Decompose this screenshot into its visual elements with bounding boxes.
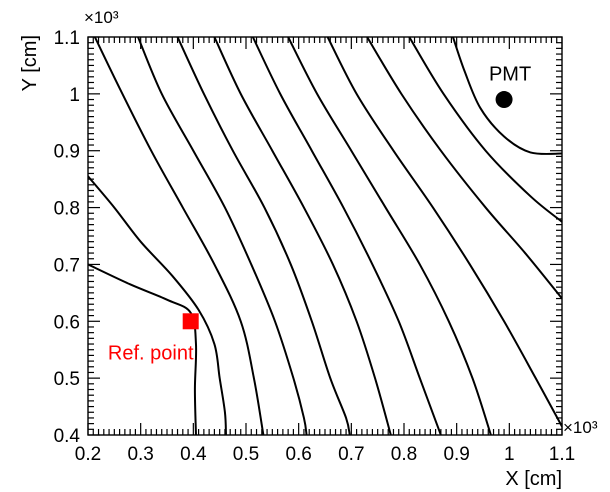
contour-line-9 [326,37,562,427]
x-tick-label: 0.4 [180,444,207,465]
x-tick-label: 0.6 [285,444,311,465]
contour-line-5 [176,37,351,435]
contour-lines [88,37,562,435]
contour-line-4 [137,37,308,435]
y-tick-label: 0.5 [54,369,80,390]
contour-line-3 [93,37,265,435]
y-axis-ticks: 0.4 0.5 0.6 0.7 0.8 0.9 1 1.1 [54,28,562,447]
contour-line-2 [88,175,227,435]
x-axis-exponent: ×10³ [563,418,598,437]
pmt-marker [495,91,513,109]
x-tick-label: 1 [504,444,515,465]
x-tick-label: 0.2 [75,444,101,465]
y-tick-label: 0.4 [54,426,81,447]
x-tick-label: 0.7 [338,444,364,465]
axis-labels: X [cm] Y [cm] ×10³ ×10³ [19,8,598,490]
x-axis-ticks: 0.2 0.3 0.4 0.5 0.6 0.7 0.8 0.9 1 1.1 [75,37,575,465]
contour-line-8 [287,37,492,435]
x-tick-label: 0.5 [233,444,259,465]
contour-line-12 [452,37,562,155]
y-axis-label: Y [cm] [19,35,41,91]
x-tick-label: 0.9 [443,444,469,465]
y-tick-label: 0.6 [54,312,80,333]
contour-line-11 [408,37,562,223]
contour-line-1 [88,263,198,435]
x-tick-label: 0.3 [127,444,153,465]
ref-point-label: Ref. point [108,342,194,364]
contour-line-6 [213,37,392,435]
pmt-label: PMT [489,64,531,86]
y-tick-label: 0.8 [54,199,80,220]
ref-point-marker [182,313,199,330]
y-tick-label: 1 [69,85,80,106]
y-tick-label: 1.1 [54,28,80,49]
y-tick-label: 0.7 [54,255,80,276]
plot-frame [87,36,563,436]
contour-line-10 [366,37,562,300]
y-axis-exponent: ×10³ [84,8,119,27]
x-tick-label: 0.8 [391,444,417,465]
x-axis-label: X [cm] [505,468,562,490]
markers: PMT Ref. point [108,64,531,365]
x-tick-label: 1.1 [549,444,575,465]
y-tick-label: 0.9 [54,142,80,163]
contour-line-7 [251,37,442,435]
